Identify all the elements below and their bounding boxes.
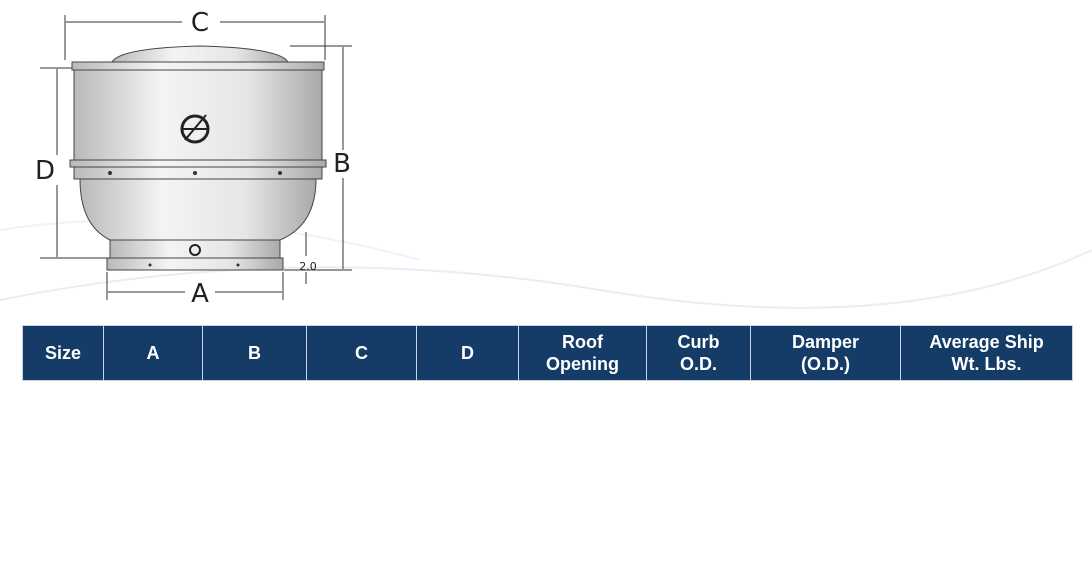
header-cell: D xyxy=(416,325,519,381)
dim-label: 2.0 xyxy=(299,260,317,273)
dim-label: B xyxy=(333,149,351,179)
header-cell: Size xyxy=(22,325,104,381)
header-cell: B xyxy=(202,325,307,381)
header-row: Size A B C D Roof Opening Curb O.D. Damper (O.D… xyxy=(22,325,1073,381)
header-cell: Damper (O.D.) xyxy=(750,325,901,381)
header-cell: A xyxy=(103,325,203,381)
header-cell: C xyxy=(306,325,417,381)
spec-table: Size A B C D Roof Opening Curb O.D. Damper (O.D… xyxy=(22,325,1073,381)
dim-label: C xyxy=(191,8,209,38)
fan-drawing: 818 1/829 1/328 5/824 1/313 1/216 1/2121… xyxy=(0,8,1092,309)
dim-label: D xyxy=(35,156,55,186)
header-cell: Curb O.D. xyxy=(646,325,751,381)
header-cell: Roof Opening xyxy=(518,325,647,381)
dim-label: A xyxy=(191,279,209,309)
header-cell: Average Ship Wt. Lbs. xyxy=(900,325,1073,381)
